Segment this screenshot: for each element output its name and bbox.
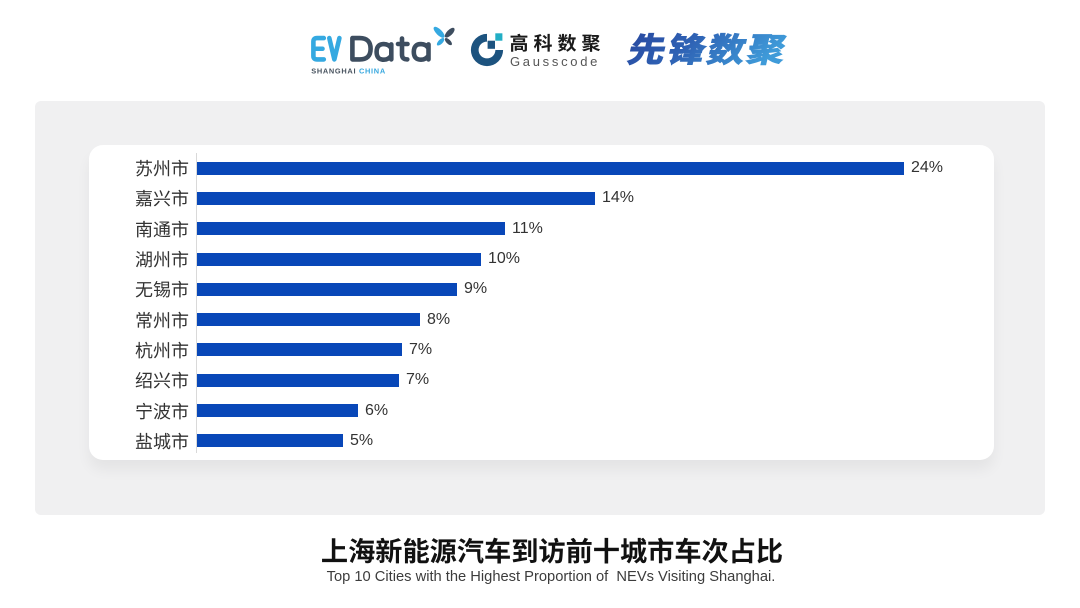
svg-text:SHANGHAI CHINA: SHANGHAI CHINA (311, 66, 386, 75)
svg-text:先锋数聚: 先锋数聚 (624, 26, 794, 72)
